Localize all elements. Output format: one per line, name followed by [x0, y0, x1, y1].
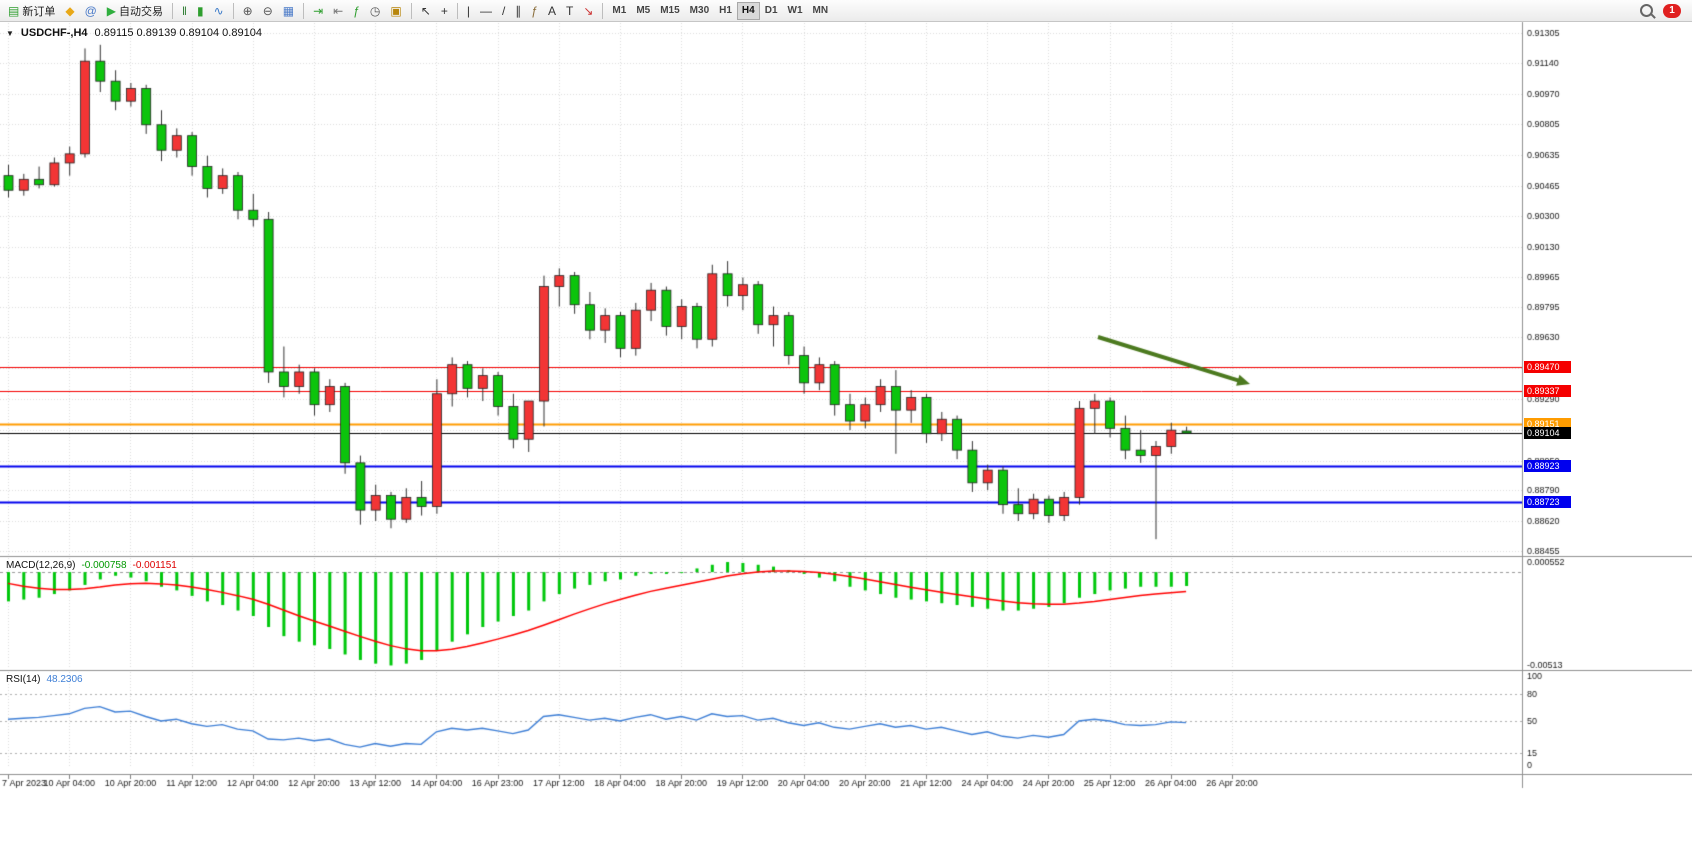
timeframe-m30-button[interactable]: M30 [685, 2, 714, 20]
mql5-market-icon-icon: ◆ [65, 3, 75, 18]
symbol-label: USDCHF-,H4 [20, 27, 88, 39]
chart-symbol-header: ▼ USDCHF-,H4 0.89115 0.89139 0.89104 0.8… [6, 27, 262, 39]
macd-label: MACD(12,26,9) [6, 560, 76, 571]
fibonacci-button[interactable]: ƒ [526, 2, 543, 20]
toolbar-buttons: ▤ 新订单 ◆ @ ▶ 自动交易 ‖ ▮ ∿ ⊕ ⊖ ▦ ⇥ ⇤ ƒ ◷ ▣ ↖ + | — / ∥ ƒ A T ↘ M1 M5 M15 M… [3, 0, 833, 22]
text-button[interactable]: A [543, 2, 561, 20]
current-price-tag[interactable]: 0.89104 [1524, 427, 1571, 439]
hline-price-tag[interactable]: 0.89470 [1524, 361, 1571, 373]
text-label-button[interactable]: T [561, 2, 578, 20]
hline-price-tag[interactable]: 0.88923 [1524, 460, 1571, 472]
chart-shift-button[interactable]: ⇤ [328, 2, 348, 20]
templates-icon: ▣ [390, 3, 402, 18]
vertical-line-icon: | [466, 3, 470, 18]
trendline-button[interactable]: / [497, 2, 510, 20]
timeframe-mn-button[interactable]: MN [808, 2, 834, 20]
timeframe-h4-button[interactable]: H4 [736, 1, 760, 20]
bars-chart-icon-icon: ‖ [182, 3, 187, 18]
toolbar-separator [172, 2, 173, 19]
text-label-icon: T [566, 3, 574, 18]
candles-chart-icon-icon: ▮ [196, 3, 204, 18]
toolbar-separator [232, 2, 234, 19]
periods-dropdown-button[interactable]: ◷ [365, 2, 385, 20]
rsi-label: RSI(14) [6, 674, 41, 685]
toolbar-separator [410, 2, 412, 19]
auto-scroll-button[interactable]: ⇥ [308, 2, 328, 20]
tile-windows-icon: ▦ [282, 3, 295, 18]
notification-badge[interactable]: 1 [1663, 3, 1681, 18]
zoom-in-icon: ⊕ [242, 3, 253, 18]
timeframe-h1-button[interactable]: H1 [714, 2, 737, 20]
toolbar: ▤ 新订单 ◆ @ ▶ 自动交易 ‖ ▮ ∿ ⊕ ⊖ ▦ ⇥ ⇤ ƒ ◷ ▣ ↖ + | — / ∥ ƒ A T ↘ M1 M5 M15 M… [0, 0, 1692, 22]
periods-dropdown-icon: ◷ [369, 3, 381, 18]
ohlc-values: 0.89115 0.89139 0.89104 0.89104 [94, 27, 262, 39]
new-order-icon: ▤ [8, 3, 20, 18]
macd-indicator-header: MACD(12,26,9) -0.000758 -0.001151 [6, 560, 177, 571]
toolbar-separator [602, 2, 604, 19]
indicators-icon: ƒ [353, 3, 360, 18]
candles-chart-icon-button[interactable]: ▮ [192, 2, 209, 20]
autotrading-icon: ▶ [106, 3, 116, 18]
community-icon-button[interactable]: @ [80, 2, 102, 20]
toolbar-right: 1 [1640, 3, 1689, 19]
line-chart-icon-button[interactable]: ∿ [209, 2, 229, 20]
community-icon-icon: @ [84, 3, 97, 18]
hline-price-tag[interactable]: 0.88723 [1524, 496, 1571, 508]
cursor-icon: ↖ [420, 3, 431, 18]
zoom-out-button[interactable]: ⊖ [258, 2, 278, 20]
zoom-out-icon: ⊖ [262, 3, 273, 18]
timeframe-m1-button[interactable]: M1 [607, 2, 631, 20]
toolbar-separator [456, 2, 458, 19]
zoom-in-button[interactable]: ⊕ [238, 2, 258, 20]
text-icon: A [547, 3, 556, 18]
timeframe-m5-button[interactable]: M5 [631, 2, 655, 20]
tile-windows-button[interactable]: ▦ [278, 2, 299, 20]
trendline-icon: / [501, 3, 506, 18]
auto-scroll-icon: ⇥ [313, 3, 324, 18]
timeframe-m15-button[interactable]: M15 [655, 2, 684, 20]
macd-signal-value: -0.001151 [132, 560, 177, 571]
macd-main-value: -0.000758 [81, 560, 127, 571]
timeframe-d1-button[interactable]: D1 [760, 2, 783, 20]
equidistant-channel-button[interactable]: ∥ [510, 2, 526, 20]
fibonacci-icon: ƒ [531, 3, 538, 18]
timeframe-w1-button[interactable]: W1 [783, 2, 808, 20]
indicators-button[interactable]: ƒ [348, 2, 365, 20]
equidistant-channel-icon: ∥ [515, 3, 522, 18]
arrows-tool-button[interactable]: ↘ [578, 2, 598, 20]
crosshair-icon: + [440, 3, 448, 18]
hline-price-tag[interactable]: 0.89337 [1524, 385, 1571, 397]
crosshair-button[interactable]: + [436, 2, 453, 20]
toolbar-button-label: 新订单 [22, 5, 56, 18]
rsi-indicator-header: RSI(14) 48.2306 [6, 674, 83, 685]
chart-shift-icon: ⇤ [333, 3, 344, 18]
toolbar-separator [303, 2, 305, 19]
cursor-button[interactable]: ↖ [416, 2, 436, 20]
bars-chart-icon-button[interactable]: ‖ [177, 2, 192, 20]
toolbar-button-label: 自动交易 [119, 5, 163, 18]
mql5-market-icon-button[interactable]: ◆ [60, 2, 79, 20]
arrows-tool-icon: ↘ [583, 3, 594, 18]
horizontal-line-button[interactable]: — [475, 2, 497, 20]
new-order-button[interactable]: ▤ 新订单 [3, 2, 60, 20]
search-icon[interactable] [1640, 4, 1656, 19]
rsi-value: 48.2306 [46, 674, 83, 685]
templates-button[interactable]: ▣ [385, 2, 406, 20]
line-chart-icon-icon: ∿ [213, 3, 224, 18]
vertical-line-button[interactable]: | [462, 2, 475, 20]
horizontal-line-icon: — [479, 3, 492, 18]
collapse-icon[interactable]: ▼ [6, 28, 14, 38]
autotrading-button[interactable]: ▶ 自动交易 [102, 2, 168, 20]
